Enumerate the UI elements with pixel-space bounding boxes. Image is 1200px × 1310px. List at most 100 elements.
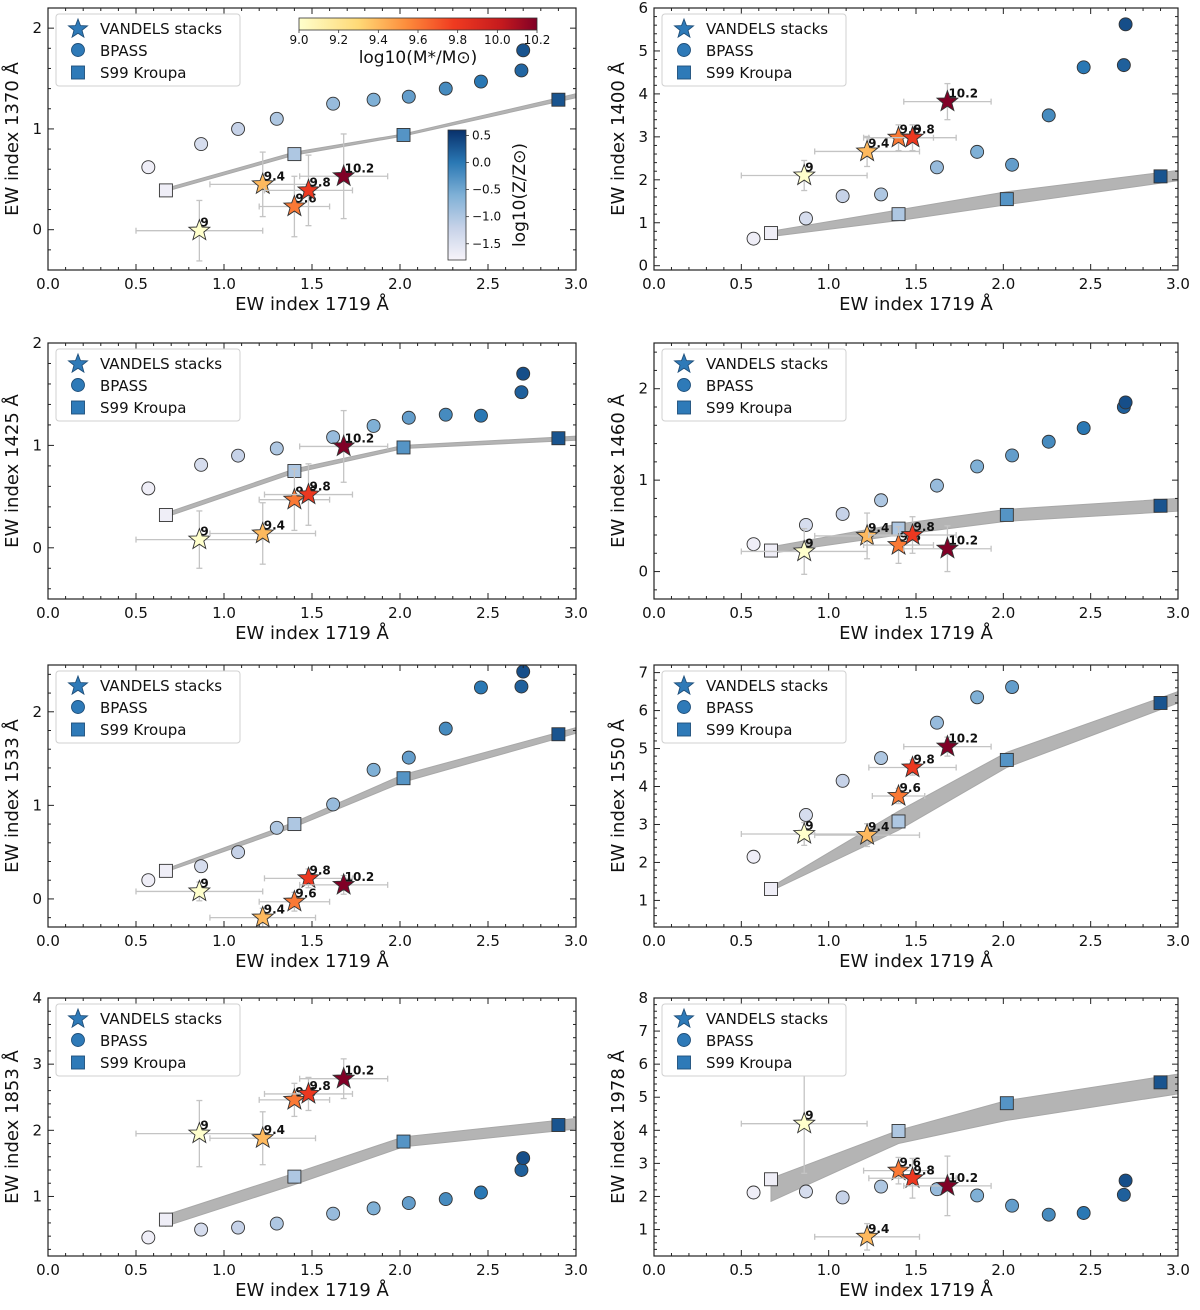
bpass-point — [474, 680, 488, 695]
bpass-point — [874, 751, 889, 765]
bpass-point — [970, 144, 985, 159]
bpass-point — [366, 92, 381, 107]
vandels-star — [331, 1066, 356, 1089]
bpass-point — [514, 63, 529, 78]
mass-tick-label: 10.2 — [524, 33, 551, 47]
x-tick-label: 2.5 — [1079, 932, 1103, 950]
s99-point — [891, 814, 906, 829]
x-axis-label: EW index 1719 Å — [235, 1279, 389, 1301]
bpass-point — [401, 410, 416, 425]
s99-band — [770, 169, 1179, 238]
x-tick-label: 2.5 — [476, 932, 500, 950]
star-label: 10.2 — [345, 161, 375, 175]
bpass-point — [141, 160, 156, 175]
legend-label: VANDELS stacks — [100, 20, 222, 38]
x-tick-label: 0.0 — [642, 932, 666, 950]
bpass-point — [194, 457, 209, 472]
y-tick-label: 1 — [638, 471, 648, 489]
star-label: 9 — [805, 819, 813, 833]
bpass-point — [1041, 108, 1056, 123]
s99-point — [396, 771, 411, 786]
vandels-star — [282, 1087, 307, 1110]
vandels-star — [900, 522, 925, 545]
star-label: 9.4 — [868, 820, 889, 834]
y-tick-label: 3 — [638, 1154, 648, 1172]
s99-point — [764, 226, 778, 241]
x-tick-label: 2.0 — [991, 275, 1015, 293]
vandels-star — [900, 125, 925, 148]
y-tick-label: 4 — [32, 989, 42, 1007]
star-label: 9 — [805, 1109, 813, 1123]
star-label: 10.2 — [345, 431, 375, 445]
vandels-star — [935, 536, 960, 559]
x-tick-label: 3.0 — [1166, 604, 1190, 622]
y-tick-label: 3 — [638, 128, 648, 146]
vandels-star — [282, 487, 307, 510]
bpass-point — [1118, 17, 1133, 32]
x-tick-label: 0.5 — [124, 604, 148, 622]
bpass-point — [438, 407, 453, 422]
legend-label: S99 Kroupa — [706, 64, 792, 82]
x-axis-label: EW index 1719 Å — [839, 1279, 993, 1301]
s99-point — [551, 1118, 566, 1132]
x-tick-label: 1.5 — [300, 1261, 324, 1279]
vandels-star — [886, 783, 911, 806]
star-label: 9.8 — [309, 1079, 330, 1093]
star-label: 9 — [200, 216, 208, 230]
y-axis-label: EW index 1853 Å — [1, 1049, 23, 1203]
s99-point — [1153, 169, 1168, 184]
bpass-point — [1116, 58, 1131, 73]
x-tick-label: 3.0 — [564, 275, 588, 293]
star-label: 9.4 — [868, 1222, 889, 1236]
legend: VANDELS stacks BPASS S99 Kroupa — [55, 670, 241, 744]
star-label: 9.6 — [900, 1156, 921, 1170]
star-label: 9.6 — [900, 781, 921, 795]
s99-point — [396, 1134, 411, 1149]
y-tick-label: 8 — [638, 989, 648, 1007]
bpass-point — [194, 859, 209, 874]
bpass-point — [401, 1196, 416, 1211]
vandels-star — [296, 482, 321, 505]
legend-square-icon — [677, 400, 691, 415]
y-tick-label: 2 — [638, 380, 648, 398]
y-tick-label: 3 — [32, 1055, 42, 1073]
bpass-point — [835, 189, 850, 204]
legend-star-icon — [67, 1007, 89, 1029]
y-tick-label: 6 — [638, 0, 648, 17]
s99-band — [165, 727, 577, 873]
bpass-point — [269, 441, 284, 456]
bpass-point — [1076, 421, 1091, 435]
s99-point — [999, 192, 1014, 207]
y-tick-label: 5 — [638, 42, 648, 60]
legend-label: S99 Kroupa — [706, 1054, 792, 1072]
x-tick-label: 1.5 — [300, 275, 324, 293]
legend-box — [55, 348, 241, 422]
bpass-point — [970, 459, 985, 474]
x-axis-label: EW index 1719 Å — [839, 622, 993, 644]
bpass-point — [194, 137, 209, 151]
x-tick-label: 0.0 — [642, 275, 666, 293]
bpass-point — [231, 448, 246, 463]
bpass-point — [326, 1206, 341, 1221]
s99-point — [287, 147, 302, 162]
s99-point — [764, 1172, 778, 1187]
bpass-point — [231, 121, 246, 136]
vandels-star — [187, 1121, 212, 1144]
legend-label: BPASS — [100, 42, 148, 60]
bpass-point — [141, 481, 156, 496]
x-tick-label: 0.0 — [36, 1261, 60, 1279]
y-axis-label: EW index 1550 Å — [607, 718, 629, 872]
star-label: 9.6 — [900, 123, 921, 137]
legend-box — [661, 1003, 847, 1077]
y-axis-label: EW index 1978 Å — [607, 1049, 629, 1203]
legend: VANDELS stacks BPASS S99 Kroupa — [55, 13, 241, 87]
bpass-point — [799, 1184, 813, 1199]
y-tick-label: 4 — [638, 778, 648, 796]
bpass-point — [930, 478, 944, 493]
star-label: 9.4 — [264, 1123, 285, 1137]
s99-point — [158, 183, 173, 198]
x-tick-label: 3.0 — [564, 932, 588, 950]
x-tick-label: 0.5 — [124, 275, 148, 293]
legend-label: VANDELS stacks — [706, 355, 828, 373]
